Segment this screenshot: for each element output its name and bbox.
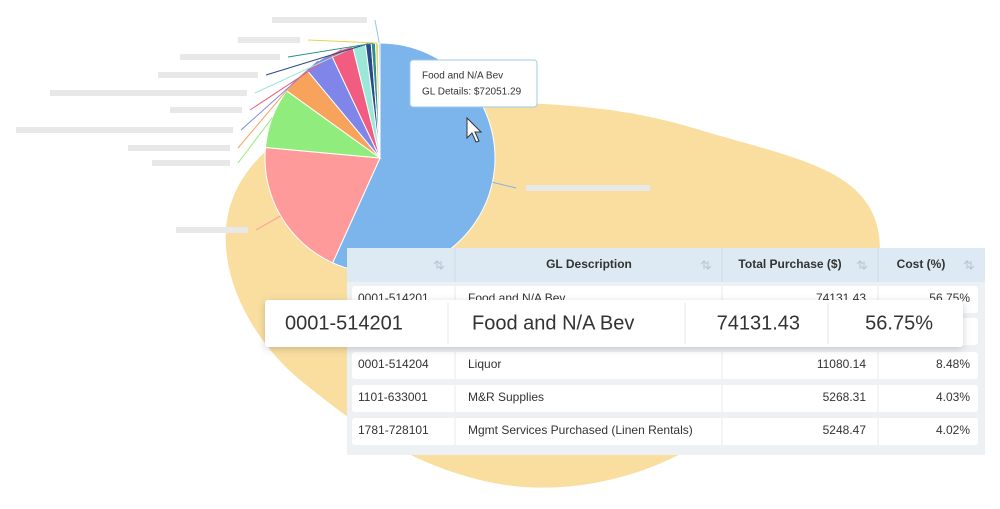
leader-line [492, 181, 517, 189]
highlight-dividers [447, 303, 829, 344]
tooltip-detail: GL Details: $72051.29 [422, 87, 522, 98]
table-cell: 8.48% [936, 357, 970, 371]
highlight-card: 0001-514201 Food and N/A Bev 74131.43 56.75… [265, 300, 963, 347]
leader-line [307, 39, 377, 44]
highlight-cell: 56.75% [865, 312, 933, 334]
table-cell: Liquor [468, 357, 501, 371]
table-header [347, 248, 985, 282]
table-cell: 4.03% [936, 390, 970, 404]
leader-line [237, 79, 297, 149]
table-cell: 11080.14 [817, 357, 866, 371]
row-box [352, 385, 978, 412]
table-cell: 1781-728101 [358, 423, 429, 437]
leader-line [254, 44, 360, 94]
table-cell: Mgmt Services Purchased (Linen Rentals) [468, 423, 693, 437]
row-box [352, 418, 978, 445]
tooltip: Food and N/A Bev GL Details: $72051.29 [409, 59, 538, 108]
highlight-cell: 74131.43 [717, 312, 800, 334]
leader-line [237, 117, 273, 164]
row-box [352, 352, 978, 379]
leader-line [265, 43, 369, 76]
table-cell: 0001-514204 [358, 357, 429, 371]
leader-line [374, 19, 380, 44]
column-header: GL Description [546, 257, 632, 271]
leader-line [287, 42, 374, 58]
sort-icon [856, 260, 868, 270]
column-header: Total Purchase ($) [738, 257, 841, 271]
highlight-cell: 0001-514201 [285, 312, 403, 334]
leader-line [240, 60, 319, 131]
highlight-cell: Food and N/A Bev [472, 312, 634, 334]
sort-icon [700, 260, 712, 270]
table-cell: 4.02% [936, 423, 970, 437]
sort-icon [433, 260, 445, 270]
column-header: Cost (%) [897, 257, 946, 271]
table-cell: 5248.47 [823, 423, 867, 437]
table-panel: GL Description Total Purchase ($) Cost (%)… [347, 248, 985, 455]
leader-line [255, 215, 281, 231]
header-dividers [454, 248, 879, 282]
table-cell: 1101-633001 [358, 390, 428, 404]
tooltip-box [409, 59, 538, 108]
highlight-box [265, 300, 963, 347]
cursor [466, 116, 483, 143]
table-cell: M&R Supplies [468, 390, 544, 404]
tooltip-title: Food and N/A Bev [422, 71, 503, 82]
table-cell: 5268.31 [823, 390, 867, 404]
sort-icon [963, 260, 975, 270]
pie-slice [264, 146, 381, 264]
